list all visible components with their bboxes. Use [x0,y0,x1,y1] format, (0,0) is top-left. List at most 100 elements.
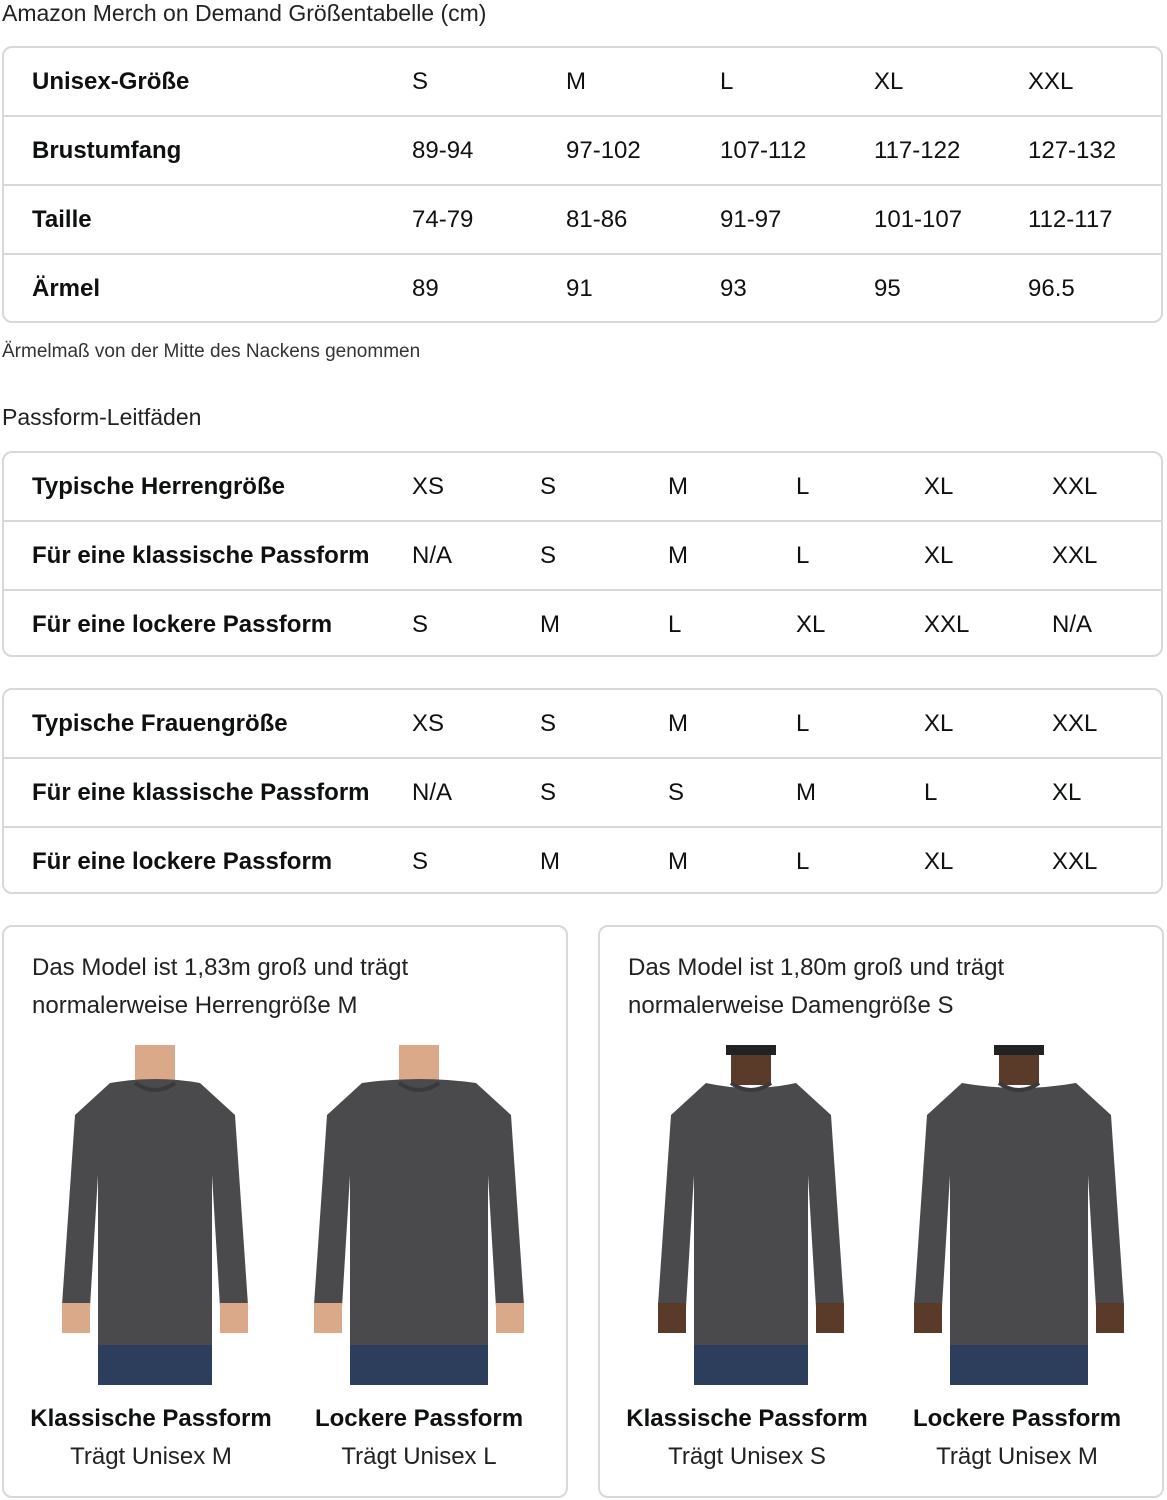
left-hand [314,1303,342,1333]
table-cell: XXL [924,611,970,638]
women-fit-table: Typische Frauengröße XS S M L XL XXL Für eine k… [2,688,1163,894]
fit-name: Lockere Passform [912,1405,1122,1432]
hair [726,1045,776,1055]
table-cell: XL [1052,779,1082,806]
table-row: Typische Herrengröße XS S M L XL XXL [4,453,1161,520]
row-label: Typische Frauengröße [32,710,288,737]
table-cell: XL [924,473,954,500]
table-cell: M [668,710,688,737]
table-cell: S [540,473,557,500]
table-cell: M [668,473,688,500]
table-row: Taille 74-79 81-86 91-97 101-107 112-117 [4,184,1161,253]
table-cell: XL [874,68,904,95]
fit-size-worn: Trägt Unisex M [70,1443,232,1470]
collar [729,1081,773,1092]
row-label: Typische Herrengröße [32,473,285,500]
jeans [350,1345,488,1385]
table-cell: XS [412,710,445,737]
model-photo [62,1045,248,1385]
table-row: Brustumfang 89-94 97-102 107-112 117-122 127-… [4,115,1161,184]
unisex-size-table: Unisex-Größe S M L XL XXL Brustumfang 89-94 97-1… [2,46,1163,323]
table-row: Für eine klassische Passform N/A S M L XL XXL [4,520,1161,589]
row-label: Für eine lockere Passform [32,848,333,875]
table-cell: XL [796,611,826,638]
table-cell: M [540,848,560,875]
table-cell: 127-132 [1028,137,1117,164]
neck [135,1045,175,1085]
table-cell: XL [924,848,954,875]
table-cell: 74-79 [412,206,474,233]
men-classic-fit-photo [40,1045,270,1385]
table-cell: S [412,68,429,95]
table-cell: XL [924,710,954,737]
left-hand [658,1303,686,1333]
table-row: Für eine lockere Passform S M M L XL XXL [4,826,1161,892]
women-classic-fit-photo [636,1045,866,1385]
sweater [62,1079,248,1345]
women-model-description: Das Model ist 1,80m groß und trägt norma… [628,954,1005,1019]
model-photo [314,1045,524,1385]
fit-size-worn: Trägt Unisex L [341,1443,497,1470]
row-label: Für eine klassische Passform [32,779,370,806]
table-cell: 91-97 [720,206,782,233]
collar [133,1081,177,1092]
size-chart-title: Amazon Merch on Demand Größentabelle (cm… [2,0,487,26]
model-photo [658,1045,844,1385]
women-model-card: Das Model ist 1,80m groß und trägt norma… [598,925,1164,1498]
table-cell: M [668,542,688,569]
table-cell: S [540,779,557,806]
table-cell: L [796,473,810,500]
fit-name: Klassische Passform [626,1405,868,1432]
row-label: Für eine klassische Passform [32,542,370,569]
table-cell: L [796,710,810,737]
table-cell: L [668,611,682,638]
table-cell: XXL [1052,848,1098,875]
table-cell: 81-86 [566,206,628,233]
table-cell: 89 [412,275,439,302]
table-cell: XS [412,473,445,500]
table-cell: XXL [1028,68,1074,95]
table-cell: 117-122 [874,137,961,164]
table-cell: S [668,779,685,806]
table-cell: XXL [1052,710,1098,737]
left-hand [62,1303,90,1333]
hair [994,1045,1044,1055]
sweater [658,1083,844,1345]
table-cell: L [796,542,810,569]
table-cell: S [412,848,429,875]
row-label: Für eine lockere Passform [32,611,333,638]
row-label: Unisex-Größe [32,68,190,95]
table-row: Unisex-Größe S M L XL XXL [4,48,1161,115]
row-label: Brustumfang [32,137,182,164]
table-cell: 96.5 [1028,275,1075,302]
table-cell: 107-112 [720,137,807,164]
women-relaxed-fit-photo [904,1045,1134,1385]
collar [997,1081,1041,1092]
right-hand [220,1303,248,1333]
table-cell: 95 [874,275,901,302]
table-cell: XL [924,542,954,569]
table-cell: M [566,68,586,95]
table-row: Für eine lockere Passform S M L XL XXL N/A [4,589,1161,655]
table-cell: S [540,710,557,737]
right-hand [816,1303,844,1333]
sweater [914,1083,1124,1345]
table-row: Typische Frauengröße XS S M L XL XXL [4,690,1161,757]
model-photo [914,1045,1124,1385]
table-cell: L [924,779,938,806]
table-row: Für eine klassische Passform N/A S S M L XL [4,757,1161,826]
table-row: Ärmel 89 91 93 95 96.5 [4,253,1161,321]
table-cell: S [412,611,429,638]
table-cell: 97-102 [566,137,641,164]
left-hand [914,1303,942,1333]
fit-guide-title: Passform-Leitfäden [2,404,202,430]
table-cell: M [540,611,560,638]
fit-size-worn: Trägt Unisex S [668,1443,826,1470]
table-cell: M [796,779,816,806]
table-cell: 101-107 [874,206,963,233]
neck [399,1045,439,1085]
jeans [950,1345,1088,1385]
table-cell: N/A [1052,611,1093,638]
jeans [98,1345,212,1385]
collar [397,1081,441,1092]
